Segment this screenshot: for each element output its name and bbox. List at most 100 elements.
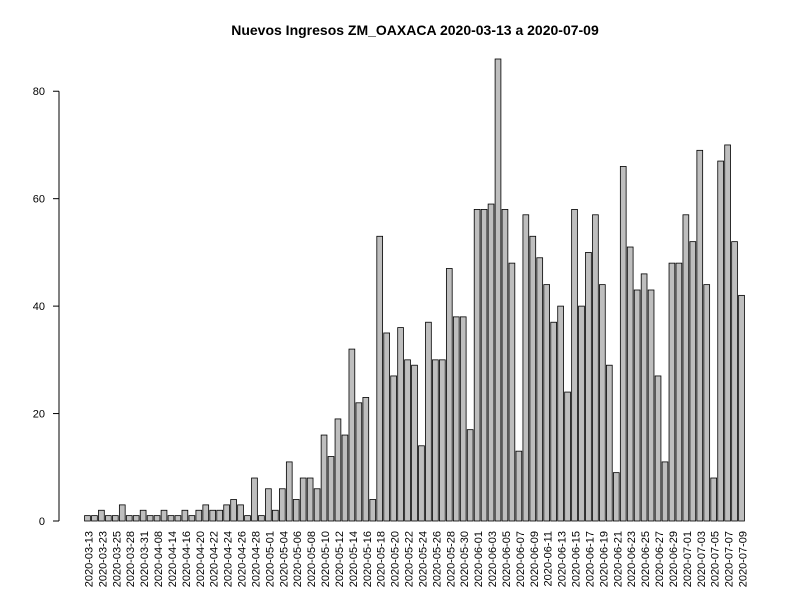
bar [397,327,404,522]
bar [237,504,244,522]
bar [487,203,495,522]
y-tick-label: 60 [33,194,45,206]
x-tick-label: 2020-04-14 [167,531,179,587]
bar [299,477,307,522]
x-tick-label: 2020-05-06 [292,531,304,587]
bar [265,488,272,522]
bar [112,515,119,522]
x-tick-label: 2020-06-21 [612,531,624,587]
bar [508,262,516,522]
x-tick-label: 2020-05-08 [306,531,318,587]
bar [543,284,550,522]
bar [425,321,432,522]
bar [390,375,397,522]
bar [612,472,620,522]
bar [153,515,161,522]
bar [633,289,641,522]
bar [689,241,697,522]
bar [376,235,384,522]
bar [550,321,557,522]
bar [585,251,592,522]
x-tick-label: 2020-06-17 [584,531,596,587]
bar [272,509,279,522]
bar [578,305,585,522]
x-tick-label: 2020-06-15 [571,531,583,587]
bar [675,262,683,522]
bar [146,515,154,522]
bar [682,214,690,522]
bar [522,214,530,522]
x-tick-label: 2020-05-30 [459,531,471,587]
bar [341,434,349,522]
bar [439,359,446,522]
y-tick-label: 0 [39,516,45,528]
bar [661,461,669,522]
bar [327,456,335,522]
x-tick-label: 2020-06-29 [668,531,680,587]
x-tick-label: 2020-06-01 [473,531,485,587]
bar [717,160,724,522]
x-tick-label: 2020-05-26 [431,531,443,587]
bar [355,402,363,522]
x-tick-label: 2020-06-07 [515,531,527,587]
x-tick-label: 2020-05-14 [348,531,360,587]
x-tick-label: 2020-03-13 [84,531,96,587]
bar [230,499,237,522]
x-tick-label: 2020-07-03 [696,531,708,587]
x-tick-label: 2020-06-25 [640,531,652,587]
x-axis: 2020-03-13 2020-03-23 2020-03-25 2020-03-28… [84,531,750,587]
x-tick-label: 2020-06-11 [543,531,555,586]
bar [195,509,203,522]
x-tick-label: 2020-06-27 [654,531,666,587]
x-tick-label: 2020-06-03 [487,531,499,587]
x-tick-label: 2020-04-08 [153,531,165,587]
bar [731,241,738,522]
bar [654,375,662,522]
bar [564,391,571,522]
bar [640,273,648,522]
x-tick-label: 2020-06-19 [598,531,610,587]
bar [278,488,286,522]
bar [668,262,676,522]
bar [223,504,230,522]
x-tick-label: 2020-03-25 [111,531,123,587]
chart-title: Nuevos Ingresos ZM_OAXACA 2020-03-13 a 2… [231,22,599,38]
bar [480,209,488,522]
x-tick-label: 2020-03-31 [139,531,151,587]
x-tick-label: 2020-06-23 [626,531,638,587]
bar [125,515,133,522]
bar [84,515,91,522]
x-tick-label: 2020-04-16 [181,531,193,587]
bar [592,214,599,522]
x-tick-label: 2020-06-05 [501,531,513,587]
bar [571,209,578,522]
bar [362,397,370,522]
bar [174,515,182,522]
bar [515,450,523,522]
bar [251,477,258,522]
bar [536,257,544,522]
bar [306,477,314,522]
x-tick-label: 2020-07-05 [710,531,722,587]
bar [320,434,328,522]
bar [404,359,411,522]
bar [647,289,655,522]
bar [606,364,613,522]
x-tick-label: 2020-05-28 [445,531,457,587]
bar [160,509,168,522]
x-tick-label: 2020-05-20 [390,531,402,587]
bar [703,284,711,522]
bar [557,305,564,522]
x-tick-label: 2020-03-28 [125,531,137,587]
bar [118,504,126,522]
y-tick-label: 80 [33,86,45,98]
bar [459,316,467,522]
x-tick-label: 2020-07-01 [682,531,694,587]
x-tick-label: 2020-05-04 [278,531,290,587]
x-tick-label: 2020-05-24 [417,531,429,587]
x-tick-label: 2020-07-09 [738,531,750,587]
bar [91,515,98,522]
bar [181,509,189,522]
y-tick-label: 40 [33,301,45,313]
bar [209,509,217,522]
